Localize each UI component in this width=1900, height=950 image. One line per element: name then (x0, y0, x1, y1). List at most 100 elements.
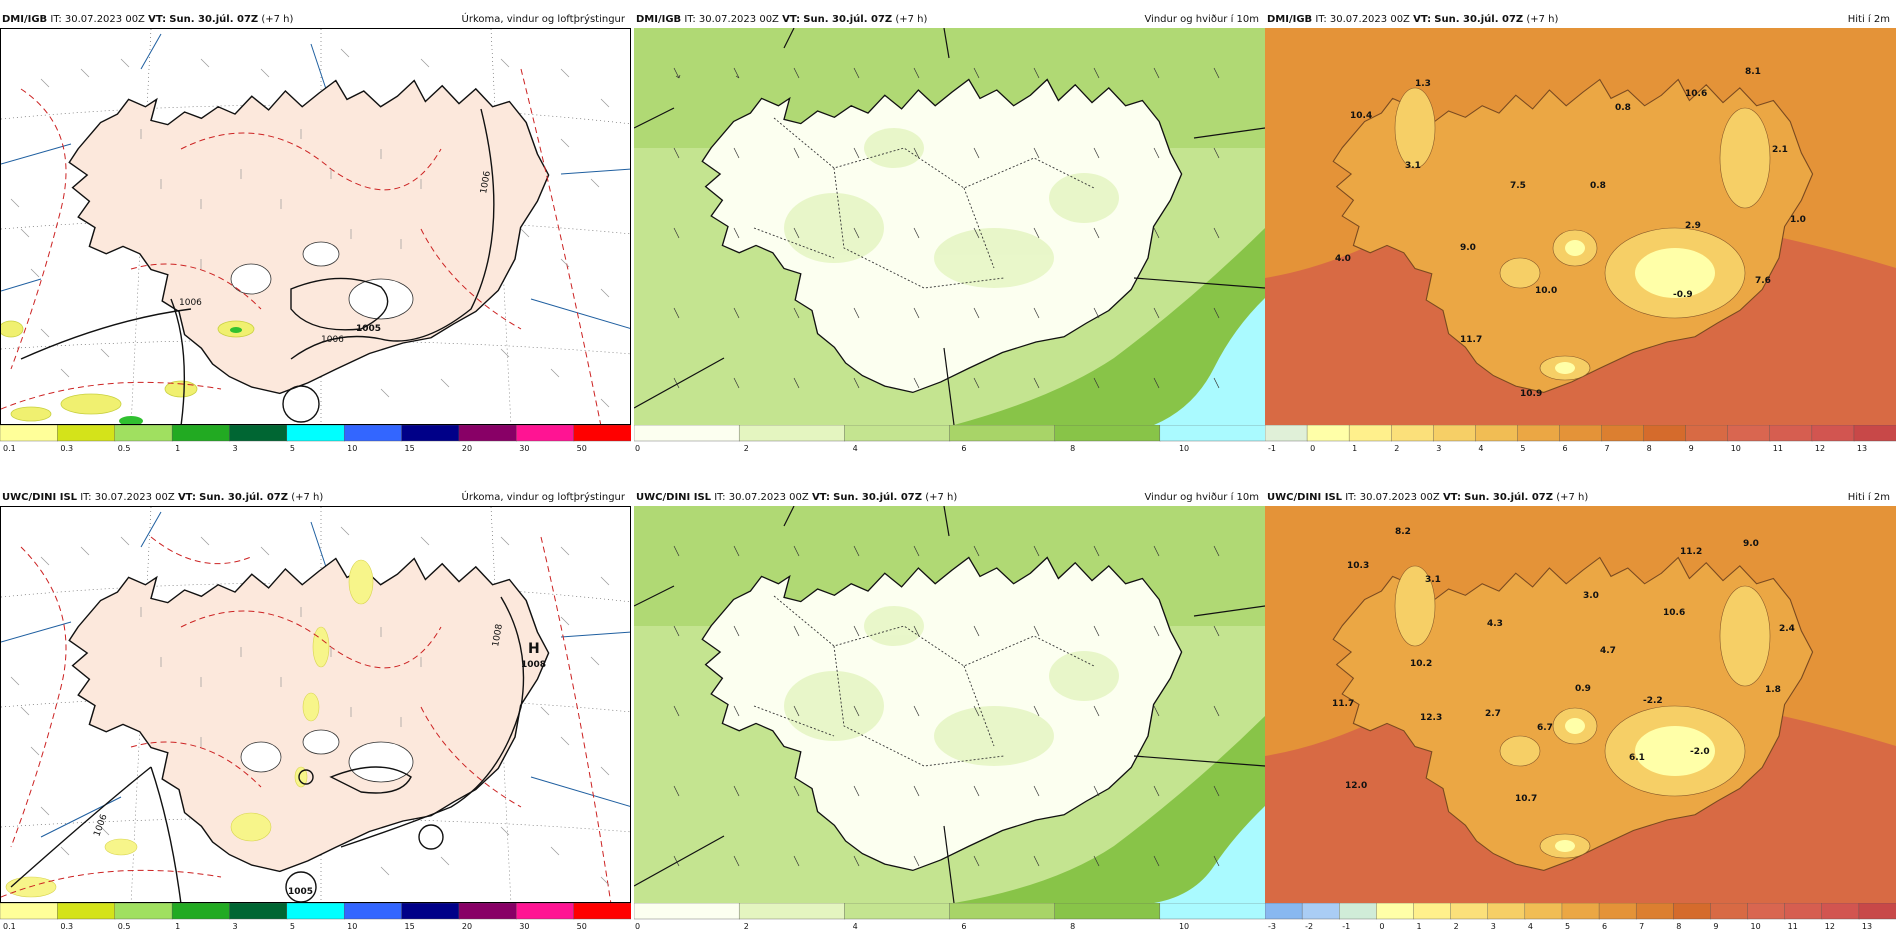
colorbar-tick-label: 0 (635, 444, 640, 453)
colorbar-swatch (1054, 425, 1161, 442)
colorbar-tick-label: 0 (635, 922, 640, 931)
isobar-label: 1005 (288, 887, 313, 897)
temp-value: 10.6 (1685, 89, 1707, 99)
it-label: IT: (50, 14, 62, 25)
colorbar-swatch (1727, 425, 1771, 442)
high-pressure-marker: H (528, 641, 540, 657)
colorbar-swatch (1376, 903, 1415, 920)
colorbar-tick-label: 0.1 (3, 444, 16, 453)
colorbar-tick-label: 11 (1788, 922, 1798, 931)
colorbar-tick-label: 1 (175, 922, 180, 931)
colorbar-swatch (1598, 903, 1637, 920)
panel-header: UWC/DINI ISL IT: 30.07.2023 00Z VT: Sun.… (1265, 490, 1896, 506)
temp-value: 4.0 (1335, 254, 1351, 264)
colorbar-tick-label: 1 (1352, 444, 1357, 453)
colorbar-tick-label: 3 (1436, 444, 1441, 453)
temp-value: 12.0 (1345, 781, 1367, 791)
colorbar-swatch (1348, 425, 1392, 442)
colorbar: 0 2 4 6 8 10 (634, 425, 1265, 465)
colorbar-swatch (401, 903, 460, 920)
lead-time: (+7 h) (291, 492, 324, 503)
colorbar-tick-label: 15 (405, 444, 415, 453)
valid-time: Sun. 30.júl. 07Z (199, 492, 288, 503)
temp-value: 12.3 (1420, 713, 1442, 723)
colorbar-swatch (1858, 903, 1896, 920)
map-area (634, 506, 1265, 903)
panel-title: Vindur og hviður í 10m (1144, 492, 1259, 503)
isobar-label: 1006 (321, 335, 344, 345)
colorbar-tick-label: 5 (1565, 922, 1570, 931)
colorbar-tick-label: 2 (1454, 922, 1459, 931)
colorbar-svg: 0 2 4 6 8 10 (634, 425, 1265, 453)
colorbar-swatch (1811, 425, 1855, 442)
temp-value: 10.9 (1520, 389, 1542, 399)
panel-title: Hiti í 2m (1847, 14, 1890, 25)
colorbar-tick-label: 13 (1857, 444, 1867, 453)
precip-map: 1006 1006 1005 1006 (1, 29, 630, 424)
panel-header: UWC/DINI ISL IT: 30.07.2023 00Z VT: Sun.… (0, 490, 631, 506)
temp-value: 1.3 (1415, 79, 1431, 89)
lead-time: (+7 h) (1526, 14, 1559, 25)
colorbar-tick-label: 0 (1379, 922, 1384, 931)
it-label: IT: (684, 14, 696, 25)
colorbar-tick-label: 8 (1070, 444, 1075, 453)
colorbar-swatch (949, 425, 1056, 442)
colorbar-swatch (0, 425, 59, 442)
colorbar-swatch (1853, 425, 1896, 442)
temp-value: 9.0 (1743, 539, 1759, 549)
model-name: DMI/IGB (636, 14, 682, 25)
it-label: IT: (80, 492, 92, 503)
model-name: DMI/IGB (2, 14, 48, 25)
temp-value: 10.6 (1663, 608, 1685, 618)
colorbar-swatch (1784, 903, 1823, 920)
colorbar-svg: 0 2 4 6 8 10 (634, 903, 1265, 931)
colorbar-tick-label: 30 (519, 444, 529, 453)
temp-value: 0.8 (1615, 103, 1631, 113)
isobar-label: 1008 (521, 660, 546, 670)
colorbar-tick-label: 11 (1773, 444, 1783, 453)
colorbar-swatch (949, 903, 1056, 920)
colorbar-tick-label: 5 (1520, 444, 1525, 453)
panel-header: DMI/IGB IT: 30.07.2023 00Z VT: Sun. 30.j… (1265, 12, 1896, 28)
colorbar-swatch (516, 425, 575, 442)
colorbar-swatch (1433, 425, 1477, 442)
colorbar-tick-label: 3 (1491, 922, 1496, 931)
model-name: UWC/DINI ISL (636, 492, 712, 503)
colorbar-svg: 0.1 0.3 0.5 1 3 5 10 15 20 30 50 (0, 903, 631, 931)
temp-value: 2.4 (1779, 624, 1795, 634)
init-time: 30.07.2023 00Z (64, 14, 145, 25)
temp-value: 3.0 (1583, 591, 1599, 601)
temp-value: 11.7 (1332, 699, 1354, 709)
colorbar-swatch (1301, 903, 1340, 920)
colorbar-tick-label: 6 (961, 444, 966, 453)
colorbar-tick-label: 4 (1528, 922, 1533, 931)
isobar-label: 1005 (356, 324, 381, 334)
colorbar-swatch (844, 903, 951, 920)
colorbar-tick-label: -1 (1268, 444, 1276, 453)
temp-value: 1.0 (1790, 215, 1806, 225)
temp-value: 1.8 (1765, 685, 1781, 695)
colorbar-tick-label: -2 (1305, 922, 1313, 931)
colorbar-tick-label: 4 (853, 922, 858, 931)
colorbar-swatch (844, 425, 951, 442)
map-area (634, 28, 1265, 425)
colorbar-tick-label: 10 (347, 444, 357, 453)
valid-time: Sun. 30.júl. 07Z (1464, 492, 1553, 503)
colorbar-tick-label: 50 (577, 444, 587, 453)
colorbar-svg: 0.1 0.3 0.5 1 3 5 10 15 20 30 50 (0, 425, 631, 453)
colorbar: 0.1 0.3 0.5 1 3 5 10 15 20 30 50 (0, 425, 631, 465)
panel-header: DMI/IGB IT: 30.07.2023 00Z VT: Sun. 30.j… (0, 12, 631, 28)
colorbar-tick-label: 10 (1179, 922, 1189, 931)
colorbar-swatch (343, 425, 403, 442)
colorbar-tick-label: 2 (744, 444, 749, 453)
colorbar-swatch (57, 903, 116, 920)
temp-value: 10.4 (1350, 111, 1372, 121)
temp-value: 6.1 (1629, 753, 1645, 763)
vt-label: VT: (782, 14, 801, 25)
temp-value: 11.2 (1680, 547, 1702, 557)
colorbar-tick-label: 10 (1731, 444, 1741, 453)
colorbar-swatch (229, 903, 288, 920)
colorbar-tick-label: 10 (347, 922, 357, 931)
colorbar-swatch (1475, 425, 1519, 442)
temp-value: 7.5 (1510, 181, 1526, 191)
